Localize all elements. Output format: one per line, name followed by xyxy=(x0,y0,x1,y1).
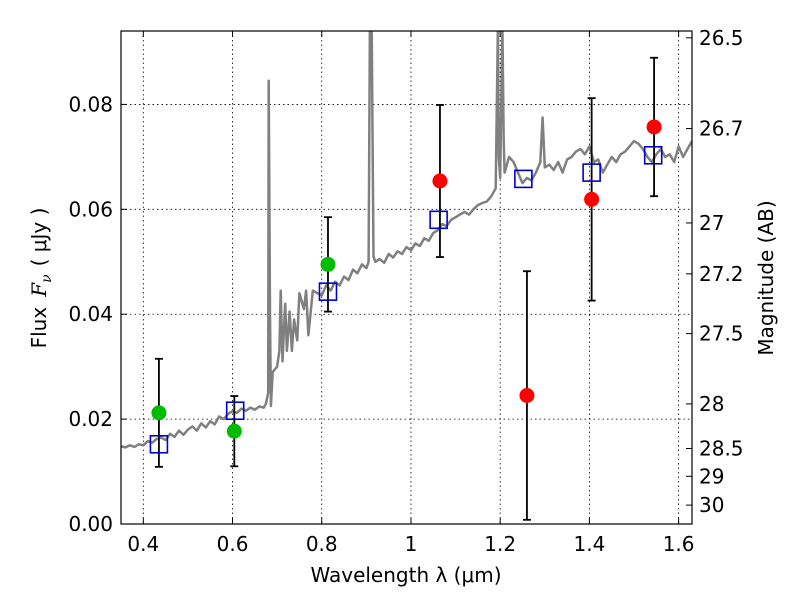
ground-data-point xyxy=(151,405,167,421)
model-band-square xyxy=(225,401,245,421)
x-tick-label: 1.4 xyxy=(573,532,605,556)
magnitude-tick-label: 27.2 xyxy=(699,262,744,286)
model-band-square xyxy=(514,169,533,189)
model-band-square xyxy=(643,145,663,165)
plot-frame xyxy=(120,30,693,525)
ground-data-point xyxy=(320,256,336,272)
plot-background xyxy=(121,31,692,524)
hst-data-point xyxy=(584,191,600,207)
magnitude-tick-label: 26.7 xyxy=(699,117,744,141)
magnitude-tick-label: 30 xyxy=(699,493,724,517)
y-tick-label: 0.00 xyxy=(68,512,113,536)
model-band-square xyxy=(582,163,601,182)
magnitude-axis-label: Magnitude (AB) xyxy=(754,200,778,355)
y-tick-label: 0.02 xyxy=(68,407,113,431)
y-tick-label: 0.08 xyxy=(68,92,113,116)
model-band-square xyxy=(429,210,448,230)
magnitude-tick-label: 27 xyxy=(699,211,724,235)
magnitude-tick-label: 26.5 xyxy=(699,26,744,50)
x-axis-label: Wavelength λ (μm) xyxy=(310,563,501,587)
x-tick-label: 0.8 xyxy=(306,532,338,556)
hst-data-point xyxy=(646,119,662,135)
hst-data-point xyxy=(519,388,535,404)
x-tick-label: 1.6 xyxy=(663,532,695,556)
y-axis-label: FluxFν( μJy ) xyxy=(27,208,55,349)
x-tick-label: 1.2 xyxy=(484,532,516,556)
y-tick-label: 0.04 xyxy=(68,302,113,326)
x-tick-label: 0.6 xyxy=(217,532,249,556)
ground-data-point xyxy=(226,423,242,439)
x-tick-label: 1 xyxy=(405,532,418,556)
magnitude-axis-ticks: 26.5 26.7 27 27.2 27.5 28 28.5 29 30 xyxy=(686,26,744,517)
magnitude-tick-label: 27.5 xyxy=(699,322,744,346)
x-tick-label: 0.4 xyxy=(127,532,159,556)
magnitude-tick-label: 28.5 xyxy=(699,436,744,460)
model-band-square xyxy=(149,434,169,454)
data-markers xyxy=(149,119,663,454)
hst-data-point xyxy=(432,173,448,189)
x-axis-ticks: 0.4 0.6 0.8 1 1.2 1.4 1.6 xyxy=(127,31,695,556)
magnitude-tick-label: 29 xyxy=(699,464,724,488)
model-band-square xyxy=(318,282,338,301)
model-spectrum-line xyxy=(121,31,692,449)
magnitude-tick-label: 28 xyxy=(699,392,724,416)
y-axis-ticks: 0.00 0.02 0.04 0.06 0.08 xyxy=(68,92,127,536)
grid-lines xyxy=(121,31,692,524)
model-spectrum xyxy=(121,31,692,449)
y-tick-label: 0.06 xyxy=(68,197,113,221)
